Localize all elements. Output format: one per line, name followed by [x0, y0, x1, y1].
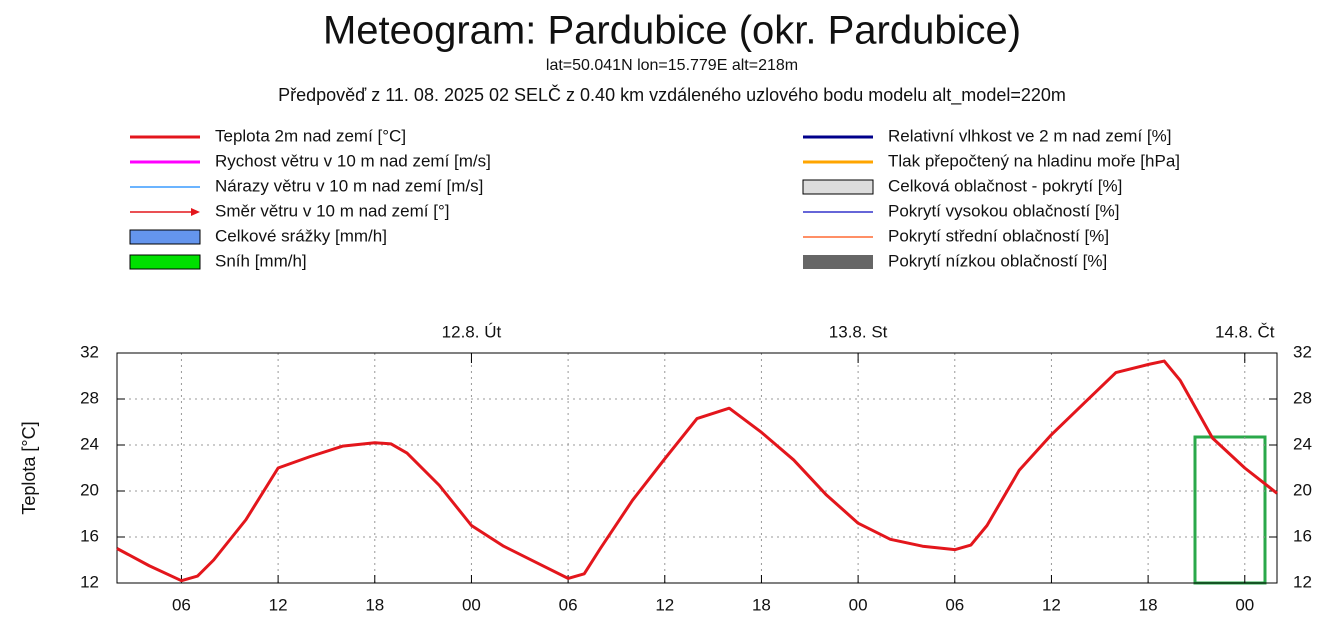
x-tick-label: 12: [1042, 595, 1061, 614]
legend-label: Rychost větru v 10 m nad zemí [m/s]: [215, 151, 491, 170]
y-tick-label: 20: [80, 480, 99, 499]
x-tick-label: 18: [365, 595, 384, 614]
x-tick-label: 06: [945, 595, 964, 614]
legend-swatch: [129, 254, 201, 270]
legend-label: Pokrytí vysokou oblačností [%]: [888, 201, 1120, 220]
y-tick-label: 12: [80, 572, 99, 591]
plot-frame: [116, 352, 1278, 584]
legend-swatch: [191, 208, 200, 216]
legend-label: Teplota 2m nad zemí [°C]: [215, 126, 406, 145]
x-tick-label: 18: [1139, 595, 1158, 614]
y2-tick-label: 20: [1293, 480, 1312, 499]
forecast-note: Předpověď z 11. 08. 2025 02 SELČ z 0.40 …: [278, 84, 1066, 106]
top-tick-label: 14.8. Čt: [1215, 322, 1275, 341]
y2-tick-label: 24: [1293, 434, 1312, 453]
temperature-line: [116, 359, 1278, 583]
x-tick-label: 00: [462, 595, 481, 614]
legend-swatch: [803, 255, 873, 269]
x-tick-label: 00: [849, 595, 868, 614]
x-tick-label: 12: [655, 595, 674, 614]
x-tick-label: 00: [1235, 595, 1254, 614]
x-tick-label: 06: [559, 595, 578, 614]
legend-label: Tlak přepočtený na hladinu moře [hPa]: [888, 151, 1180, 170]
highlight-box: [1193, 435, 1267, 585]
legend-label: Nárazy větru v 10 m nad zemí [m/s]: [215, 176, 483, 195]
y2-tick-label: 28: [1293, 388, 1312, 407]
chart-title: Meteogram: Pardubice (okr. Pardubice): [323, 9, 1021, 53]
legend-swatch: [129, 229, 201, 245]
legend-label: Relativní vlhkost ve 2 m nad zemí [%]: [888, 126, 1171, 145]
legend-label: Celkové srážky [mm/h]: [215, 226, 387, 245]
legend-swatch: [802, 179, 874, 195]
y2-tick-label: 32: [1293, 342, 1312, 361]
x-tick-label: 12: [269, 595, 288, 614]
y2-tick-label: 12: [1293, 572, 1312, 591]
y-axis-label: Teplota [°C]: [19, 421, 39, 514]
y-tick-label: 28: [80, 388, 99, 407]
legend-label: Pokrytí nízkou oblačností [%]: [888, 251, 1107, 270]
top-tick-label: 12.8. Út: [442, 322, 502, 341]
legend-label: Celková oblačnost - pokrytí [%]: [888, 176, 1122, 195]
y-tick-label: 32: [80, 342, 99, 361]
x-tick-label: 18: [752, 595, 771, 614]
chart-subtitle: lat=50.041N lon=15.779E alt=218m: [546, 57, 798, 74]
legend-label: Sníh [mm/h]: [215, 251, 307, 270]
legend-label: Pokrytí střední oblačností [%]: [888, 226, 1109, 245]
legend-label: Směr větru v 10 m nad zemí [°]: [215, 201, 450, 220]
top-tick-label: 13.8. St: [829, 322, 888, 341]
y-tick-label: 16: [80, 526, 99, 545]
y2-tick-label: 16: [1293, 526, 1312, 545]
y-tick-label: 24: [80, 434, 99, 453]
x-tick-label: 06: [172, 595, 191, 614]
